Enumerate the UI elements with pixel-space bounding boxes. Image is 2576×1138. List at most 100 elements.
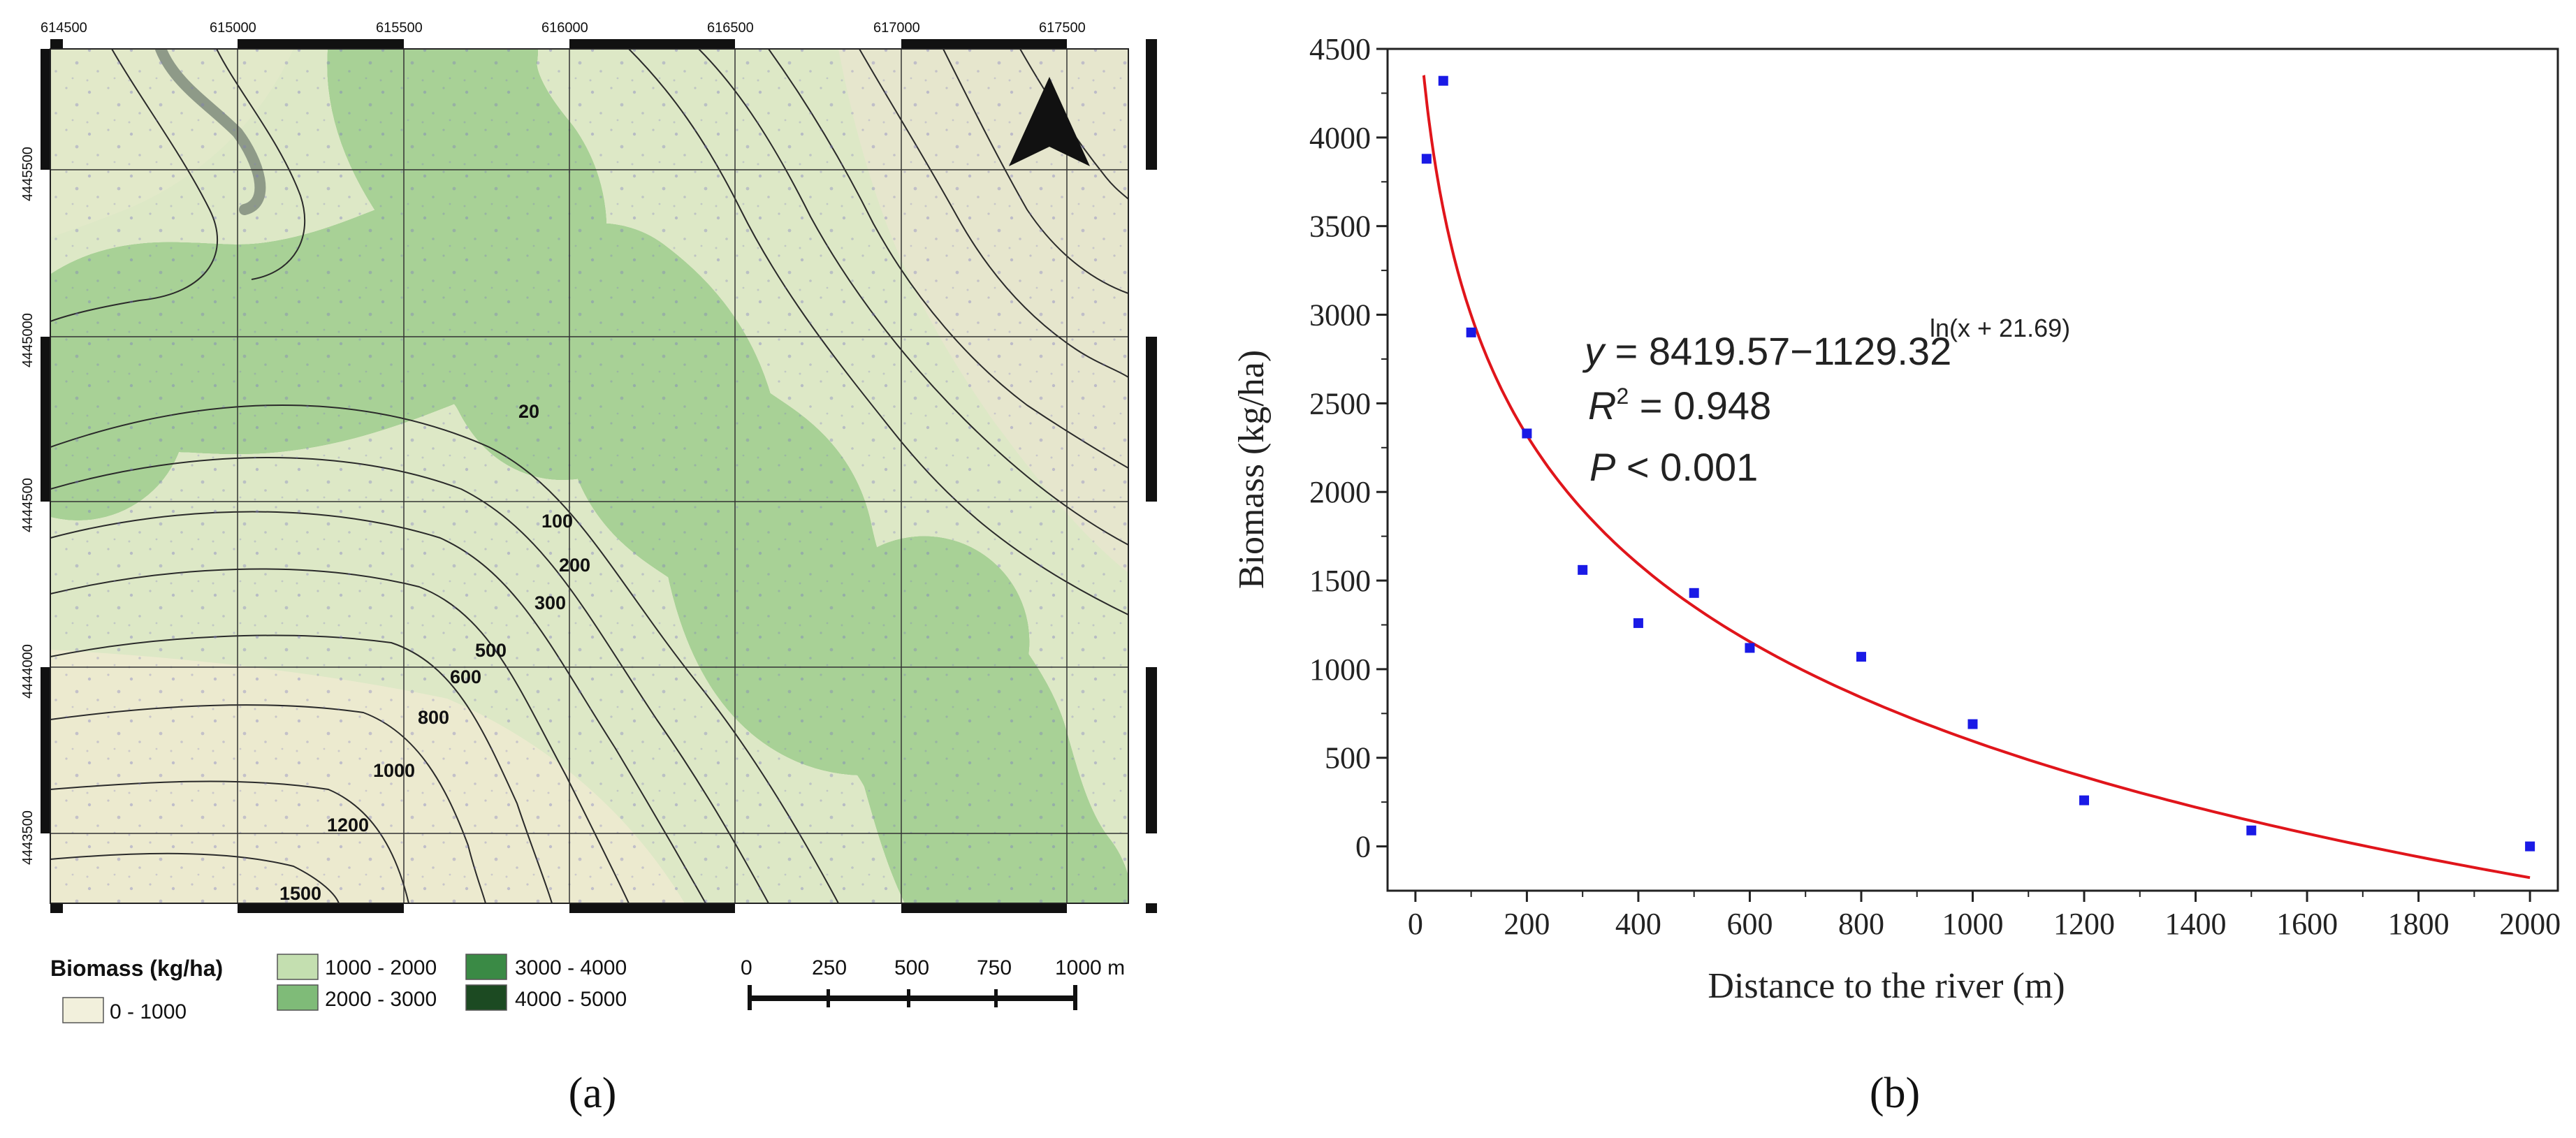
map-legend: Biomass (kg/ha) 0 - 1000 1000 - 2000 200…	[50, 954, 627, 1023]
x-tick-label: 400	[1615, 907, 1661, 941]
scale-bar: 0 250 500 750 1000 m	[741, 956, 1125, 1010]
contour-labels: 20 100 200 300 500 600 800 1000 1200 150…	[279, 401, 590, 904]
x-tick-label: 1600	[2276, 907, 2338, 941]
contour-label: 800	[418, 707, 449, 728]
y-tick-label: 3000	[1309, 298, 1371, 333]
data-point	[1421, 154, 1432, 164]
data-point	[1967, 719, 1978, 729]
scale-bar-tick	[748, 985, 752, 1010]
x-tick-label: 0	[1408, 907, 1423, 941]
scale-tick-label: 1000 m	[1055, 956, 1125, 979]
svg-text:y = 8419.57−1129.32: y = 8419.57−1129.32	[1582, 329, 1951, 373]
data-point	[1856, 652, 1866, 662]
chart-panel: 0 200 400 600 800 1000 1200 1400 1600 1800 2000 0 50…	[1232, 32, 2561, 1117]
contour-label: 500	[475, 640, 507, 661]
y-tick-label: 500	[1325, 741, 1371, 775]
r2-var: R	[1588, 384, 1616, 428]
y-tick-label: 1000	[1309, 652, 1371, 687]
map-panel: 614500 615000 615500 616000 616500 61700…	[20, 20, 1157, 1117]
data-points-layer	[1421, 75, 2535, 852]
contour-label: 1500	[279, 883, 321, 904]
data-point	[2079, 795, 2090, 805]
legend-item-label: 0 - 1000	[110, 1000, 187, 1023]
map-frame	[41, 39, 1157, 913]
legend-item-label: 4000 - 5000	[515, 988, 627, 1011]
fit-curve-layer	[1422, 75, 2531, 880]
grid-y-label: 4443500	[20, 810, 36, 865]
svg-text:R2 = 0.948: R2 = 0.948	[1588, 384, 1771, 428]
equation-main: = 8419.57−1129.32	[1604, 329, 1951, 373]
scale-bar-tick	[907, 989, 910, 1007]
scale-tick-label: 500	[894, 956, 929, 979]
data-point	[1466, 327, 1476, 337]
contour-label: 1200	[327, 815, 369, 836]
data-point	[1633, 618, 1643, 628]
y-tick-label: 0	[1355, 830, 1371, 864]
svg-text:P < 0.001: P < 0.001	[1589, 445, 1758, 489]
legend-swatch	[277, 984, 319, 1011]
plot-frame	[1386, 48, 2559, 892]
x-tick-label: 1200	[2053, 907, 2115, 941]
data-point	[2246, 825, 2257, 836]
r2-value: = 0.948	[1629, 384, 1771, 428]
grid-y-label: 4444000	[20, 644, 36, 699]
fit-equation: y = 8419.57−1129.32 ln(x + 21.69) R2 = 0…	[1582, 314, 2070, 489]
x-tick-label: 1400	[2165, 907, 2227, 941]
contour-label: 100	[541, 511, 573, 532]
y-tick-label: 4500	[1309, 32, 1371, 66]
scale-tick-label: 250	[812, 956, 847, 979]
equation-y-var: y	[1582, 329, 1606, 373]
north-arrow-icon	[1009, 77, 1090, 166]
grid-y-label: 4444500	[20, 478, 36, 532]
grid-y-label: 4445000	[20, 313, 36, 367]
legend-swatch	[277, 954, 319, 980]
y-tick-label: 4000	[1309, 121, 1371, 155]
y-tick-label: 1500	[1309, 564, 1371, 598]
data-point	[1745, 643, 1755, 653]
x-tick-label: 600	[1726, 907, 1773, 941]
contour-label: 20	[518, 401, 539, 422]
vegetation-texture	[50, 49, 1128, 903]
x-tick-label: 200	[1504, 907, 1550, 941]
data-point	[1522, 428, 1532, 439]
grid-y-label: 4445500	[20, 147, 36, 201]
legend-swatch	[465, 984, 507, 1011]
legend-item-label: 3000 - 4000	[515, 956, 627, 979]
y-tick-label: 2500	[1309, 386, 1371, 421]
data-point	[1438, 75, 1448, 86]
grid-x-label: 617500	[1039, 20, 1086, 36]
p-var: P	[1589, 445, 1615, 489]
x-tick-label: 1800	[2388, 907, 2450, 941]
grid-x-label: 617000	[873, 20, 920, 36]
y-tick-label: 3500	[1309, 210, 1371, 244]
x-tick-label: 2000	[2499, 907, 2561, 941]
fit-curve	[1422, 75, 2531, 880]
scale-bar-tick	[994, 989, 998, 1007]
legend-item-label: 2000 - 3000	[325, 988, 437, 1011]
equation-exponent: ln(x + 21.69)	[1930, 314, 2070, 342]
y-axis-title: Biomass (kg/ha)	[1232, 350, 1272, 589]
grid-x-label: 616000	[541, 20, 588, 36]
contour-label: 600	[450, 666, 481, 687]
scale-bar-tick	[827, 989, 830, 1007]
contour-label: 1000	[373, 760, 415, 781]
chart-axes: 0 200 400 600 800 1000 1200 1400 1600 1800 2000 0 50…	[1309, 32, 2561, 941]
scale-tick-label: 0	[741, 956, 752, 979]
map-area	[50, 49, 1128, 903]
x-axis-title: Distance to the river (m)	[1708, 966, 2065, 1006]
scale-bar-line	[748, 995, 1076, 1001]
grid-labels: 614500 615000 615500 616000 616500 61700…	[20, 20, 1086, 865]
map-grid	[50, 49, 1128, 903]
panel-label: (a)	[569, 1070, 617, 1117]
data-point	[1578, 564, 1588, 575]
grid-x-label: 616500	[707, 20, 754, 36]
x-tick-label: 800	[1838, 907, 1884, 941]
scale-tick-label: 750	[977, 956, 1012, 979]
grid-x-label: 614500	[41, 20, 87, 36]
y-tick-label: 2000	[1309, 475, 1371, 509]
data-point	[1689, 588, 1699, 598]
legend-swatch	[62, 997, 104, 1023]
scale-bar-tick	[1073, 985, 1077, 1010]
r2-sup: 2	[1616, 384, 1629, 409]
